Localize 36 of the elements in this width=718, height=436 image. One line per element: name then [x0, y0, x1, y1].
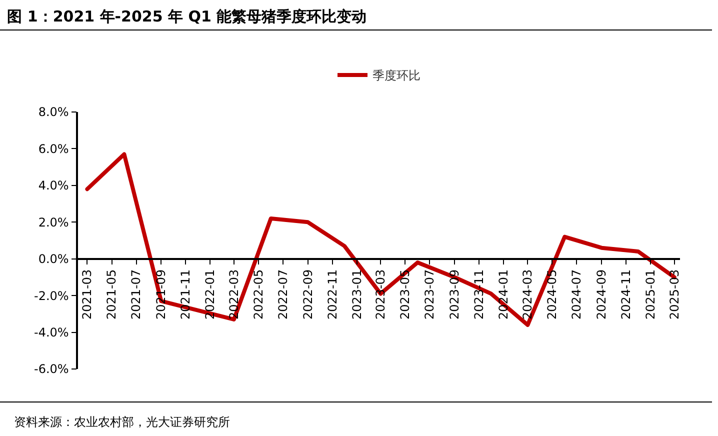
y-tick-label: 0.0%: [38, 252, 69, 266]
x-tick-label: 2022-01: [203, 269, 218, 320]
x-tick-label: 2024-07: [570, 269, 584, 320]
x-tick-label: 2022-03: [226, 269, 241, 320]
x-tick-label: 2022-05: [251, 269, 266, 320]
x-tick-label: 2022-09: [300, 269, 315, 320]
x-tick-label: 2021-03: [80, 269, 94, 320]
x-tick-label: 2022-11: [325, 269, 340, 320]
x-tick-label: 2023-07: [422, 269, 437, 320]
x-tick-label: 2023-03: [374, 269, 388, 320]
y-tick-label: 4.0%: [38, 178, 69, 193]
x-tick-label: 2024-05: [545, 269, 560, 320]
chart-title: 图 1：2021 年-2025 年 Q1 能繁母猪季度环比变动: [7, 7, 367, 26]
x-tick-label: 2024-11: [619, 269, 634, 320]
x-tick-label: 2024-09: [594, 269, 609, 320]
x-tick-label: 2025-01: [644, 269, 658, 320]
y-tick-label: 8.0%: [38, 105, 69, 120]
x-tick-label: 2024-03: [520, 269, 535, 320]
x-tick-label: 2024-01: [496, 269, 510, 320]
text: 资料来源：农业农村部，光大证券研究所: [14, 415, 230, 429]
legend-label: 季度环比: [372, 68, 420, 83]
x-tick-label: 2021-09: [154, 269, 168, 320]
x-tick-label: 2022-07: [276, 269, 290, 320]
y-tick-label: -2.0%: [34, 288, 69, 303]
y-tick-label: -4.0%: [34, 325, 69, 340]
x-tick-label: 2021-11: [178, 269, 193, 320]
y-tick-label: -6.0%: [34, 362, 69, 376]
x-tick-label: 2025-03: [667, 269, 682, 320]
x-tick-label: 2023-01: [350, 269, 364, 320]
y-tick-label: 6.0%: [38, 142, 69, 156]
x-tick-label: 2023-09: [447, 269, 462, 320]
y-tick-label: 2.0%: [38, 215, 69, 230]
x-tick-label: 2023-05: [398, 269, 412, 320]
x-tick-label: 2021-07: [129, 269, 144, 320]
x-tick-label: 2023-11: [472, 269, 486, 320]
x-tick-label: 2021-05: [104, 269, 119, 320]
